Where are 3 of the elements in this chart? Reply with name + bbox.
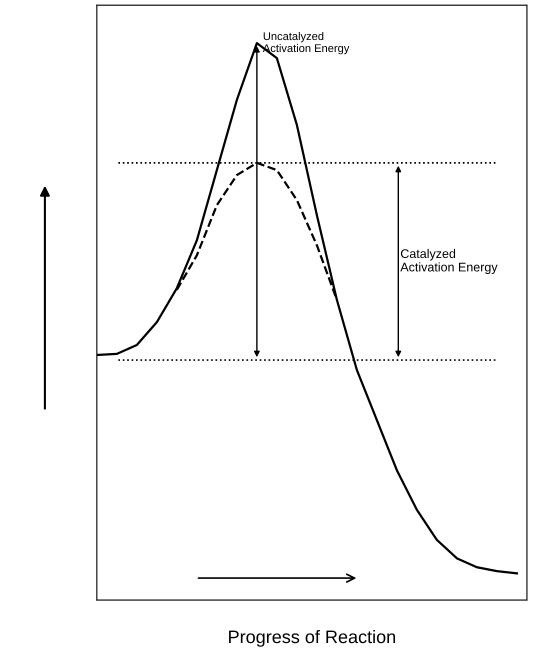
- annotation: Catalyzed Activation Energy: [400, 248, 498, 274]
- annotation: Uncatalyzed Activation Energy: [262, 32, 350, 54]
- x-axis-title: Progress of Reaction: [229, 630, 396, 647]
